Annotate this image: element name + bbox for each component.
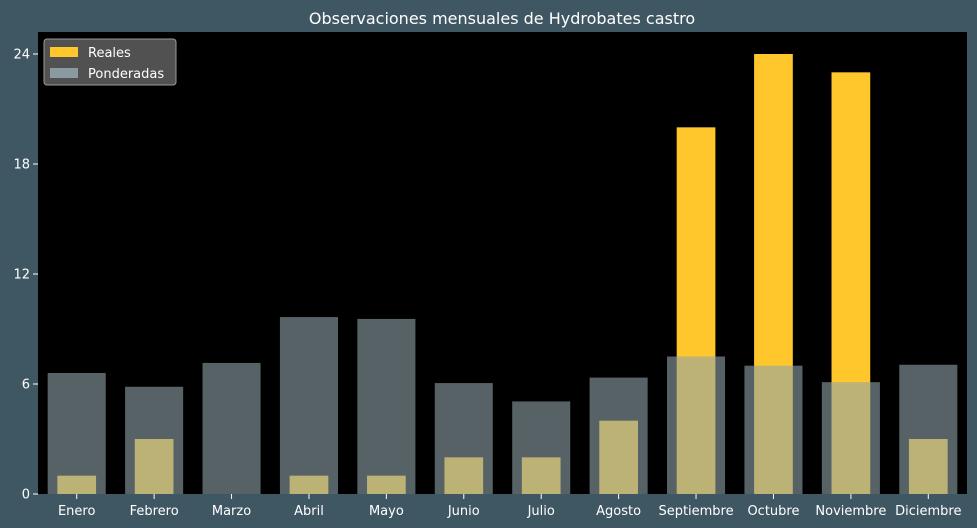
x-tick-label: Febrero xyxy=(130,504,179,519)
x-tick-label: Junio xyxy=(447,504,480,519)
x-tick-label: Enero xyxy=(58,504,96,519)
x-axis: Enero Febrero Marzo Abril Mayo Junio Julio Agos… xyxy=(58,494,961,519)
bar-ponderadas xyxy=(589,377,648,494)
legend-swatch xyxy=(50,68,78,78)
bar-ponderadas xyxy=(47,373,106,494)
bars-ponderadas xyxy=(47,317,958,494)
chart-title: Observaciones mensuales de Hydrobates ca… xyxy=(309,9,695,28)
legend-label: Reales xyxy=(88,46,131,61)
bar-ponderadas xyxy=(899,364,958,494)
legend: Reales Ponderadas xyxy=(43,38,177,86)
x-tick-label: Julio xyxy=(527,504,555,519)
y-tick-label: 18 xyxy=(13,158,30,173)
bar-ponderadas xyxy=(434,383,493,494)
bar-ponderadas xyxy=(279,317,338,494)
plot-area xyxy=(38,32,967,494)
y-tick-label: 0 xyxy=(22,488,30,503)
y-tick-label: 12 xyxy=(13,268,30,283)
bar-ponderadas xyxy=(667,356,726,494)
x-tick-label: Diciembre xyxy=(895,504,961,519)
bar-ponderadas xyxy=(125,386,184,494)
x-tick-label: Marzo xyxy=(212,504,251,519)
x-tick-label: Octubre xyxy=(747,504,799,519)
x-tick-label: Abril xyxy=(294,504,324,519)
bar-ponderadas xyxy=(202,362,261,494)
x-tick-label: Noviembre xyxy=(815,504,886,519)
x-tick-label: Agosto xyxy=(596,504,641,519)
bar-ponderadas xyxy=(744,365,803,494)
y-tick-label: 6 xyxy=(22,378,30,393)
legend-swatch xyxy=(50,47,78,57)
y-axis: 0 6 12 18 24 xyxy=(13,48,38,503)
bar-ponderadas xyxy=(512,401,571,494)
bar-ponderadas xyxy=(821,382,880,494)
x-tick-label: Septiembre xyxy=(658,504,733,519)
x-tick-label: Mayo xyxy=(369,504,404,519)
legend-label: Ponderadas xyxy=(88,67,164,82)
y-tick-label: 24 xyxy=(13,48,30,63)
bar-ponderadas xyxy=(357,318,416,494)
